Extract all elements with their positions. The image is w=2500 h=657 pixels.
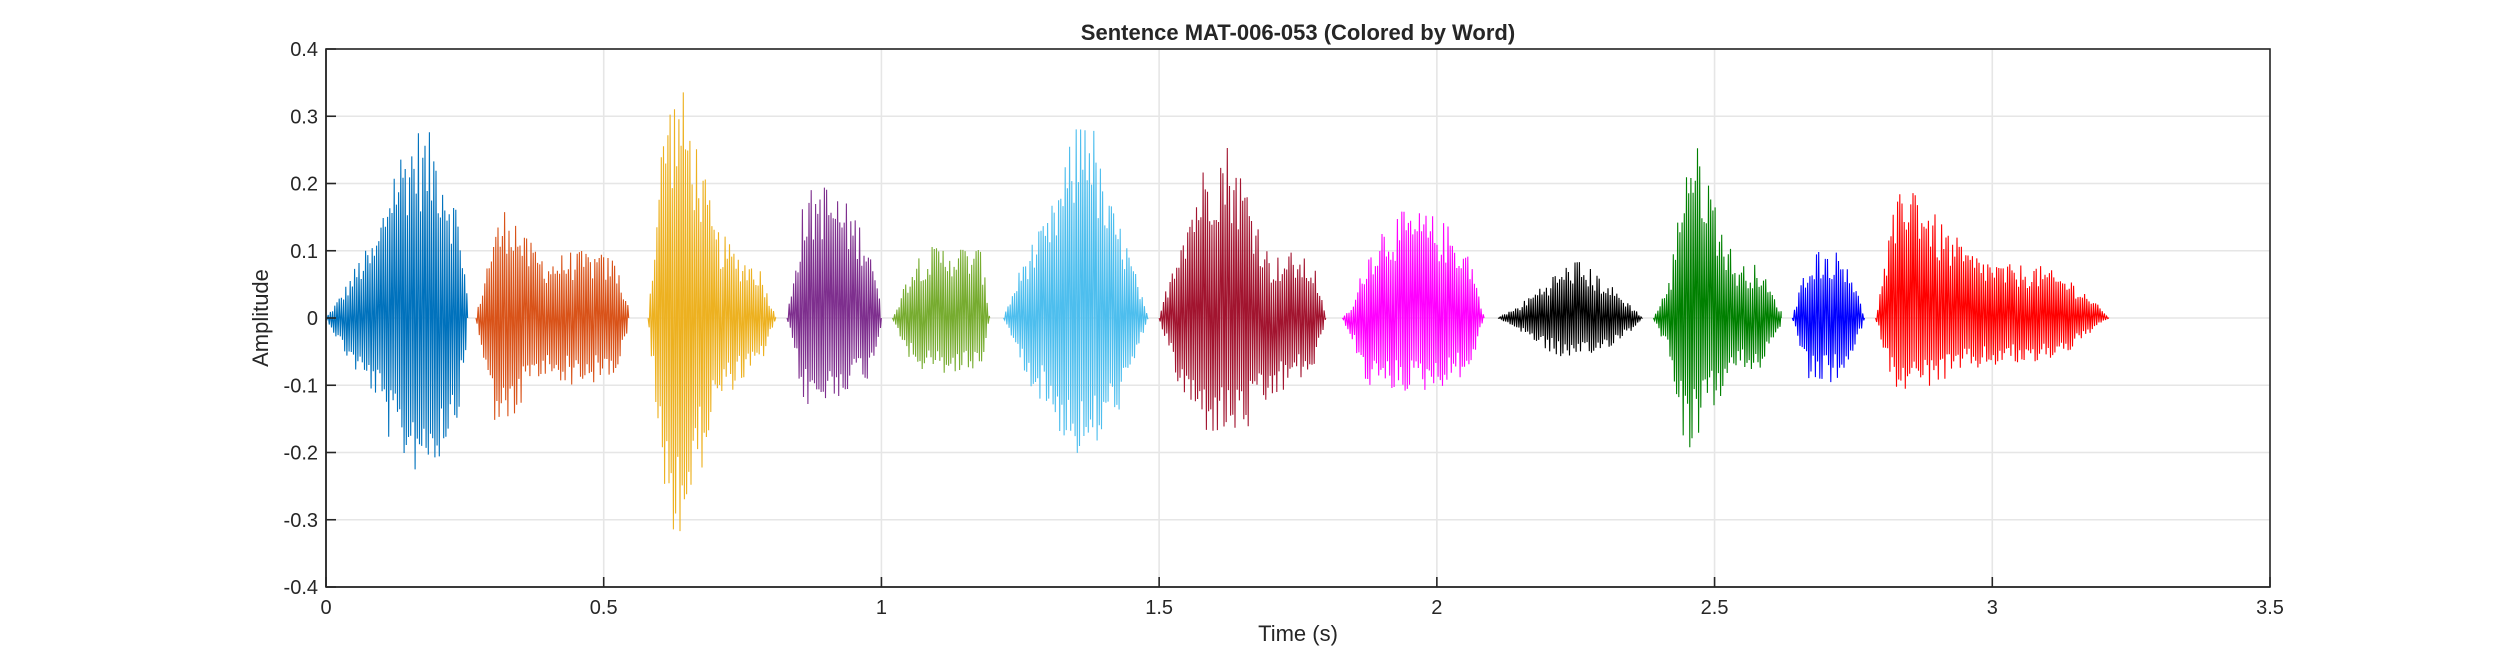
y-tick-label: 0.2: [290, 174, 318, 196]
x-tick-label: 2.5: [1701, 597, 1729, 619]
word-segment-7: [1158, 147, 1327, 431]
word-segment-5: [892, 246, 991, 373]
x-tick-label: 1: [876, 597, 887, 619]
word-segment-11: [1791, 251, 1866, 383]
y-tick-label: -0.2: [284, 443, 318, 465]
x-axis-label: Time (s): [1258, 621, 1338, 646]
x-tick-label: 3.5: [2256, 597, 2284, 619]
waveform-segments: [325, 92, 2110, 532]
word-segment-4: [786, 187, 882, 405]
word-segment-1: [325, 132, 469, 470]
word-segment-12: [1875, 193, 2110, 389]
word-segment-10: [1652, 148, 1782, 448]
word-segment-6: [1003, 129, 1149, 453]
word-segment-8: [1341, 211, 1485, 391]
y-tick-label: -0.4: [284, 577, 318, 599]
y-tick-label: 0.3: [290, 106, 318, 128]
word-segment-2: [475, 212, 630, 420]
y-tick-label: 0: [307, 308, 318, 330]
x-tick-label: 0.5: [590, 597, 618, 619]
x-tick-label: 2: [1431, 597, 1442, 619]
chart-title: Sentence MAT-006-053 (Colored by Word): [1081, 20, 1515, 45]
word-segment-3: [647, 92, 777, 532]
word-segment-9: [1497, 262, 1643, 357]
x-tick-label: 1.5: [1145, 597, 1173, 619]
y-axis-label: Amplitude: [248, 269, 273, 367]
x-tick-label: 0: [320, 597, 331, 619]
x-tick-label: 3: [1987, 597, 1998, 619]
y-tick-label: 0.4: [290, 39, 318, 61]
y-tick-label: -0.1: [284, 375, 318, 397]
y-tick-label: 0.1: [290, 241, 318, 263]
tick-labels: 0 0.5 1 1.5 2 2.5 3 3.5 0.4 0.3 0.2 0.1 0 -0.1 -0.2 -0.…: [284, 39, 2284, 619]
y-tick-label: -0.3: [284, 510, 318, 532]
